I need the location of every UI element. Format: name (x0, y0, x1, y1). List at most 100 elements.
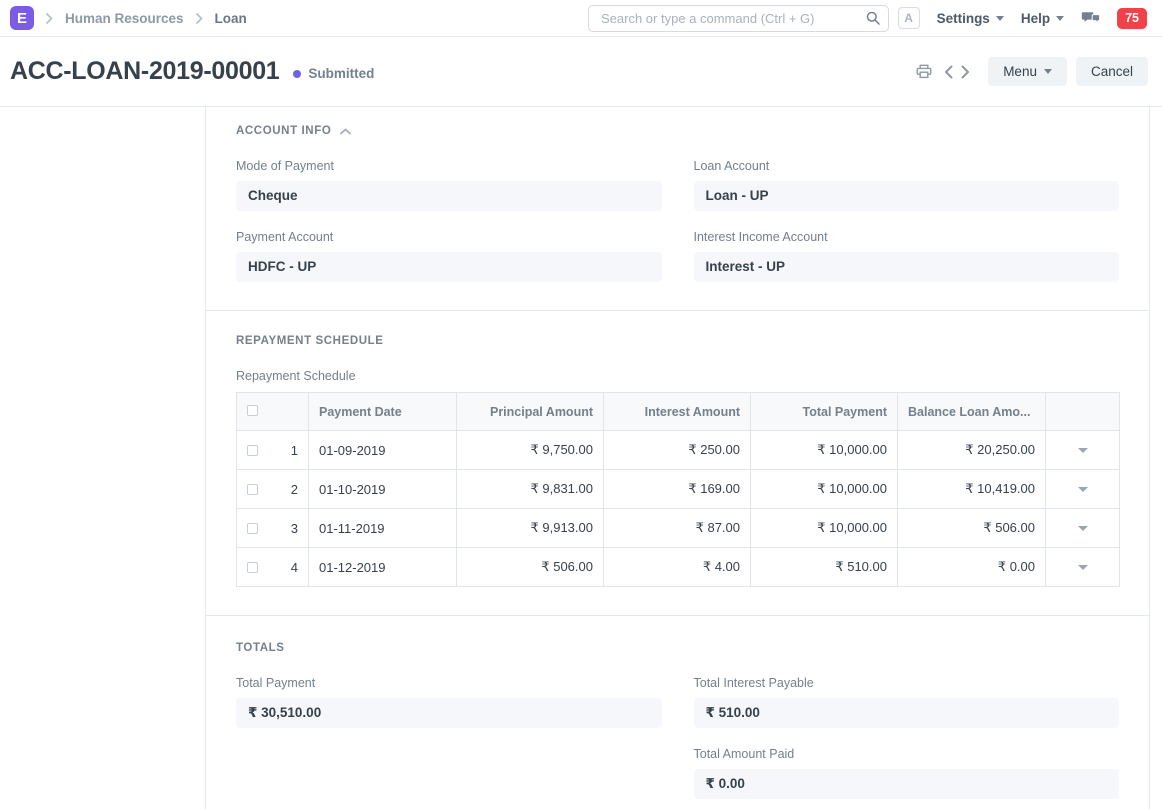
chevron-down-icon (1056, 15, 1065, 21)
chevron-right-icon (961, 65, 970, 78)
cell-payment-date[interactable]: 01-11-2019 (308, 508, 457, 548)
cell-balance-loan-amount[interactable]: ₹ 506.00 (897, 508, 1046, 548)
field-value-interest-income-account: Interest - UP (693, 252, 1119, 282)
row-index[interactable]: 3 (290, 520, 298, 536)
cell-total-payment[interactable]: ₹ 10,000.00 (750, 508, 898, 548)
cell-row-actions (1045, 430, 1120, 470)
menu-button[interactable]: Menu (988, 57, 1067, 86)
field-mode-of-payment: Mode of Payment Cheque (236, 159, 662, 211)
field-label: Interest Income Account (693, 230, 828, 244)
cell-payment-date[interactable]: 01-12-2019 (308, 547, 457, 587)
printer-icon (916, 64, 932, 79)
col-header-balance-loan-amount: Balance Loan Amo... (897, 392, 1046, 431)
notification-badge[interactable]: 75 (1117, 7, 1147, 29)
row-index[interactable]: 1 (290, 442, 298, 458)
cancel-button[interactable]: Cancel (1075, 57, 1148, 86)
breadcrumb-loan[interactable]: Loan (214, 10, 247, 26)
select-all-checkbox[interactable] (247, 404, 258, 416)
col-header-label: Balance Loan Amo... (908, 404, 1031, 419)
field-value-total-payment: ₹ 30,510.00 (236, 698, 662, 728)
cell-principal-amount[interactable]: ₹ 9,750.00 (456, 430, 604, 470)
cell-row-actions (1045, 469, 1120, 509)
next-document-button[interactable] (959, 63, 972, 81)
prev-document-button[interactable] (942, 63, 955, 81)
section-totals-head: TOTALS (236, 642, 1119, 654)
field-total-payment: Total Payment ₹ 30,510.00 (236, 676, 662, 728)
row-dropdown-icon[interactable] (1077, 486, 1088, 492)
help-label: Help (1020, 10, 1051, 26)
breadcrumb-human-resources[interactable]: Human Resources (65, 10, 184, 26)
form-container: ACCOUNT INFO Mode of Payment Cheque Paym… (205, 107, 1150, 809)
cell-interest-amount[interactable]: ₹ 87.00 (603, 508, 751, 548)
section-account-info-title: ACCOUNT INFO (236, 125, 332, 137)
cell-principal-amount[interactable]: ₹ 9,913.00 (456, 508, 604, 548)
search-input[interactable] (588, 5, 889, 32)
section-totals: TOTALS Total Payment ₹ 30,510.00 Total I… (206, 616, 1149, 809)
breadcrumb: E Human Resources Loan (10, 6, 247, 30)
field-value-payment-account: HDFC - UP (236, 252, 662, 282)
page-title: ACC-LOAN-2019-00001 (10, 57, 280, 85)
cell-total-payment[interactable]: ₹ 10,000.00 (750, 469, 898, 509)
row-index[interactable]: 4 (290, 559, 298, 575)
cell-balance-loan-amount[interactable]: ₹ 10,419.00 (897, 469, 1046, 509)
settings-menu[interactable]: Settings (937, 11, 1004, 26)
field-loan-account: Loan Account Loan - UP (693, 159, 1119, 211)
row-dropdown-icon[interactable] (1077, 447, 1088, 453)
col-header-label: Payment Date (319, 404, 402, 419)
repayment-schedule-table: Payment Date Principal Amount Interest A… (236, 392, 1120, 587)
print-button[interactable] (914, 62, 934, 81)
cell-balance-loan-amount[interactable]: ₹ 20,250.00 (897, 430, 1046, 470)
cell-interest-amount[interactable]: ₹ 169.00 (603, 469, 751, 509)
field-label: Loan Account (693, 159, 770, 173)
field-label: Total Payment (236, 676, 316, 690)
cell-row-actions (1045, 508, 1120, 548)
section-repayment-schedule-head: REPAYMENT SCHEDULE (236, 335, 1119, 347)
app-logo[interactable]: E (10, 6, 34, 30)
section-repayment-schedule-title: REPAYMENT SCHEDULE (236, 335, 384, 347)
cell-principal-amount[interactable]: ₹ 9,831.00 (456, 469, 604, 509)
account-info-right-column: Loan Account Loan - UP Interest Income A… (693, 159, 1119, 282)
cell-total-payment[interactable]: ₹ 510.00 (750, 547, 898, 587)
cell-interest-amount[interactable]: ₹ 4.00 (603, 547, 751, 587)
chevron-up-icon (340, 128, 352, 134)
section-account-info-head[interactable]: ACCOUNT INFO (236, 125, 1119, 137)
totals-left-column: Total Payment ₹ 30,510.00 (236, 676, 662, 799)
col-header-select (236, 392, 309, 431)
col-header-actions (1045, 392, 1120, 431)
cell-principal-amount[interactable]: ₹ 506.00 (456, 547, 604, 587)
cell-row-head: 3 (236, 508, 309, 548)
cell-interest-amount[interactable]: ₹ 250.00 (603, 430, 751, 470)
chevron-down-icon (995, 15, 1004, 21)
chevron-right-icon (195, 12, 203, 24)
chat-icon (1081, 12, 1101, 24)
row-dropdown-icon[interactable] (1077, 564, 1088, 570)
row-checkbox[interactable] (247, 444, 258, 456)
avatar[interactable]: A (897, 7, 920, 29)
field-total-amount-paid: Total Amount Paid ₹ 0.00 (693, 747, 1119, 799)
cell-payment-date[interactable]: 01-10-2019 (308, 469, 457, 509)
section-totals-title: TOTALS (236, 642, 285, 654)
section-account-info: ACCOUNT INFO Mode of Payment Cheque Paym… (206, 107, 1149, 311)
help-menu[interactable]: Help (1020, 10, 1065, 26)
row-checkbox[interactable] (247, 561, 258, 573)
row-checkbox[interactable] (247, 522, 258, 534)
cell-payment-date[interactable]: 01-09-2019 (308, 430, 457, 470)
table-row: 2 01-10-2019 ₹ 9,831.00 ₹ 169.00 ₹ 10,00… (236, 469, 1120, 509)
table-row: 4 01-12-2019 ₹ 506.00 ₹ 4.00 ₹ 510.00 ₹ … (236, 547, 1120, 587)
section-repayment-schedule: REPAYMENT SCHEDULE Repayment Schedule Pa… (206, 311, 1149, 616)
field-total-interest-payable: Total Interest Payable ₹ 510.00 (693, 676, 1119, 728)
cell-row-head: 2 (236, 469, 309, 509)
navbar: E Human Resources Loan A Settings Help (0, 0, 1162, 37)
chat-button[interactable] (1081, 10, 1101, 26)
cell-total-payment[interactable]: ₹ 10,000.00 (750, 430, 898, 470)
field-interest-income-account: Interest Income Account Interest - UP (693, 230, 1119, 282)
col-header-principal-amount: Principal Amount (456, 392, 604, 431)
row-checkbox[interactable] (247, 483, 258, 495)
field-label: Payment Account (236, 230, 334, 244)
status-label: Submitted (308, 66, 375, 81)
cell-balance-loan-amount[interactable]: ₹ 0.00 (897, 547, 1046, 587)
cell-row-head: 4 (236, 547, 309, 587)
row-dropdown-icon[interactable] (1077, 525, 1088, 531)
cell-row-actions (1045, 547, 1120, 587)
row-index[interactable]: 2 (290, 481, 298, 497)
